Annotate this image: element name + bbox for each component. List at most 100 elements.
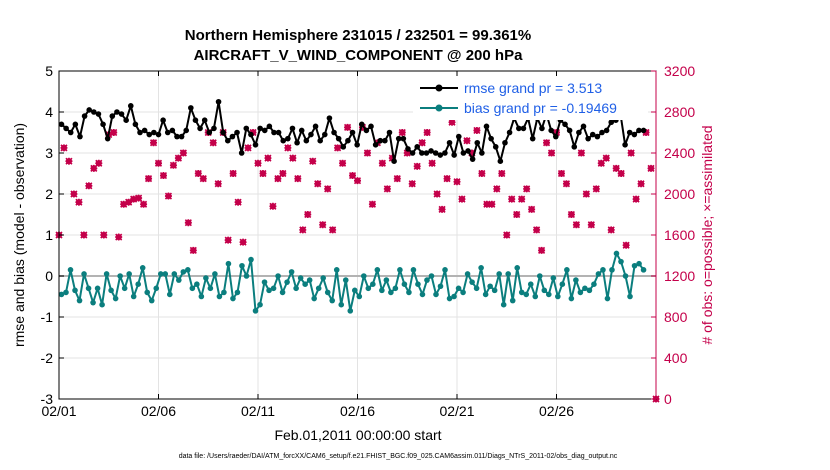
bias-point	[613, 250, 620, 257]
obs-assimilated-point	[533, 226, 541, 234]
legend-bias-marker	[435, 104, 443, 112]
rmse-point	[174, 133, 180, 140]
rmse-point	[492, 144, 499, 150]
obs-assimilated-point	[279, 169, 287, 178]
rmse-point	[414, 144, 421, 150]
bias-point	[482, 291, 489, 298]
obs-assimilated-point	[647, 164, 655, 172]
y-left-tick-label: 4	[45, 104, 53, 120]
bias-point	[72, 287, 78, 294]
obs-assimilated-point	[438, 205, 446, 213]
bias-point	[117, 273, 123, 279]
rmse-point	[349, 129, 356, 136]
rmse-point	[183, 127, 190, 134]
rmse-point	[308, 131, 314, 138]
bias-point	[636, 260, 642, 267]
obs-assimilated-point	[254, 159, 262, 167]
obs-assimilated-point	[358, 123, 367, 131]
rmse-point	[100, 121, 106, 128]
x-tick-label: 02/01	[41, 403, 76, 419]
legend: rmse grand pr = 3.513 bias grand pr = -0…	[413, 76, 648, 120]
bias-point	[103, 271, 110, 277]
bias-point	[568, 295, 575, 302]
bias-point	[58, 291, 65, 298]
y-right-tick-label: 2000	[664, 186, 695, 202]
obs-assimilated-point	[538, 246, 546, 254]
bias-point	[618, 258, 624, 265]
rmse-point	[238, 150, 245, 156]
bias-point	[207, 285, 214, 292]
bias-point	[63, 289, 69, 296]
bias-point	[370, 281, 376, 288]
bias-point	[442, 267, 448, 273]
y-left-axis-ticks: -3 -2 -1 0 1 2 3 4 5	[41, 63, 64, 407]
rmse-point	[326, 115, 333, 121]
bias-point	[491, 287, 498, 294]
bias-point	[550, 275, 557, 281]
rmse-point	[506, 129, 513, 136]
rmse-point	[224, 137, 231, 144]
rmse-point	[516, 125, 522, 132]
rmse-point	[442, 150, 448, 156]
obs-assimilated-point	[95, 159, 103, 167]
rmse-point	[465, 148, 471, 154]
bias-line	[61, 252, 645, 312]
rmse-point	[446, 139, 453, 146]
obs-assimilated-point	[592, 185, 600, 193]
data-file-footnote: data file: /Users/raeder/DAI/ATM_forcXX/…	[179, 453, 618, 460]
obs-assimilated-point	[577, 149, 585, 157]
bias-point	[315, 285, 322, 292]
bias-point	[320, 275, 326, 281]
bias-point	[586, 287, 593, 294]
bias-point	[230, 295, 236, 302]
obs-assimilated-point	[408, 180, 416, 188]
rmse-point	[419, 150, 425, 156]
rmse-point	[529, 135, 536, 142]
obs-assimilated-point	[453, 178, 461, 186]
rmse-point	[460, 150, 467, 156]
obs-assimilated-point	[562, 180, 571, 188]
obs-assimilated-point	[125, 198, 133, 206]
chart-title-line2: AIRCRAFT_V_WIND_COMPONENT @ 200 hPa	[194, 47, 524, 64]
obs-assimilated-point	[383, 185, 391, 193]
bias-point	[329, 297, 336, 304]
obs-assimilated-point	[224, 236, 232, 244]
bias-point	[514, 265, 521, 271]
rmse-point	[428, 148, 434, 154]
bias-point	[473, 285, 480, 292]
rmse-point	[483, 123, 490, 130]
legend-rmse-label: rmse grand pr = 3.513	[464, 80, 602, 96]
bias-point	[500, 301, 507, 308]
bias-point	[171, 271, 178, 277]
obs-assimilated-point	[234, 198, 242, 206]
rmse-point	[123, 117, 129, 123]
bias-point	[234, 289, 241, 296]
rmse-point	[566, 127, 573, 134]
rmse-point	[127, 103, 134, 109]
y-left-tick-label: 2	[45, 186, 53, 202]
rmse-point	[608, 119, 615, 126]
bias-point	[573, 277, 579, 283]
rmse-point	[377, 137, 384, 144]
x-axis-ticks: 02/01 02/06 02/11 02/16 02/21 02/26	[41, 71, 574, 419]
obs-assimilated-point	[135, 194, 143, 202]
obs-assimilated-point	[184, 219, 192, 227]
rmse-point	[151, 129, 157, 136]
bias-point	[90, 299, 96, 306]
rmse-point	[275, 129, 282, 136]
bias-point	[279, 289, 286, 296]
bias-point	[406, 289, 412, 296]
x-tick-label: 02/26	[539, 403, 574, 419]
bias-point	[451, 293, 457, 300]
obs-assimilated-point	[597, 159, 605, 167]
obs-assimilated-point	[75, 198, 83, 206]
rmse-point	[409, 150, 416, 156]
bias-point	[225, 260, 232, 267]
obs-assimilated-point	[294, 175, 302, 183]
rmse-point	[640, 127, 647, 134]
rmse-point	[423, 150, 430, 156]
obs-assimilated-point	[632, 195, 640, 203]
bias-point	[604, 295, 611, 302]
bias-point	[541, 287, 548, 294]
